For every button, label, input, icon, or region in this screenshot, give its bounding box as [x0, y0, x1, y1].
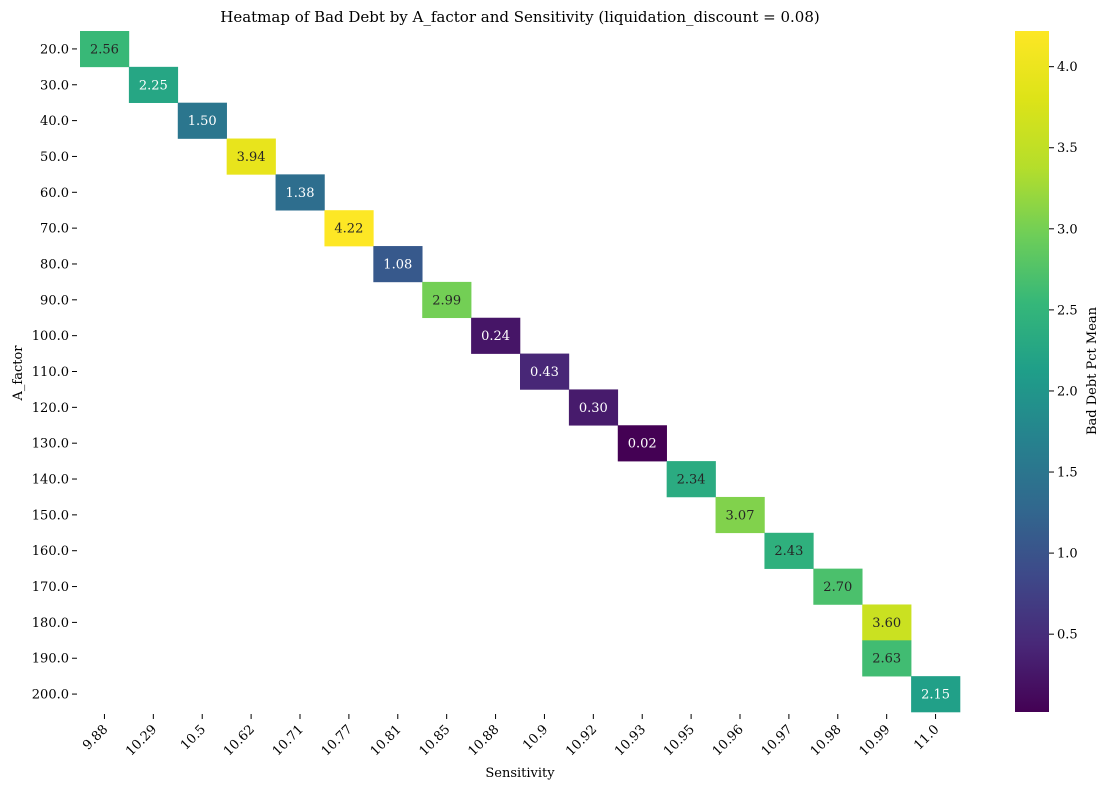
heatmap-cell [324, 210, 374, 247]
colorbar-tick-label: 1.5 [1057, 466, 1078, 481]
cell-value-label: 1.38 [286, 186, 315, 201]
heatmap-cell [715, 496, 765, 534]
cell-value-label: 0.24 [481, 329, 510, 344]
heatmap-cell [226, 138, 276, 175]
colorbar [1015, 31, 1049, 712]
x-tick-label: 11.0 [911, 722, 942, 753]
heatmap-cell [275, 174, 325, 211]
heatmap-cell [862, 640, 912, 677]
x-tick-label: 10.5 [178, 722, 209, 753]
heatmap-cell [813, 568, 863, 605]
colorbar-tick-label: 1.0 [1057, 547, 1078, 562]
y-tick-label: 20.0 [40, 42, 69, 57]
y-tick-label: 150.0 [32, 508, 69, 523]
heatmap-cell [471, 317, 521, 354]
heatmap-cell [80, 31, 130, 68]
y-tick-label: 90.0 [40, 293, 69, 308]
heatmap-cell [422, 281, 472, 319]
y-tick-label: 40.0 [40, 114, 69, 129]
x-tick-label: 10.62 [221, 722, 258, 759]
x-tick-label: 10.93 [612, 722, 649, 759]
cell-labels: 2.56 2.25 1.50 3.94 1.38 4.22 1.08 2.99 0.24 0.43… [90, 42, 950, 702]
x-tick-label: 10.88 [465, 722, 502, 759]
colorbar-tick-label: 4.0 [1057, 60, 1078, 75]
colorbar-tick-label: 2.5 [1057, 303, 1078, 318]
heatmap-cell [862, 604, 912, 641]
cell-value-label: 3.94 [237, 150, 266, 165]
x-axis-ticks: 9.88 10.29 10.5 10.62 10.71 10.77 10.81 10.85 10… [80, 714, 942, 759]
x-tick-label: 10.81 [368, 722, 405, 759]
colorbar-label: Bad Debt Pct Mean [1085, 306, 1100, 435]
cell-value-label: 2.99 [432, 293, 461, 308]
cell-value-label: 0.30 [579, 401, 608, 416]
heatmap-cell [666, 461, 716, 498]
x-tick-label: 9.88 [80, 722, 111, 753]
colorbar-tick-label: 2.0 [1057, 384, 1078, 399]
y-tick-label: 110.0 [32, 365, 69, 380]
cell-value-label: 2.70 [823, 580, 852, 595]
y-tick-label: 70.0 [40, 222, 69, 237]
x-tick-label: 10.85 [417, 722, 454, 759]
cell-value-label: 4.22 [334, 222, 363, 237]
x-axis-label: Sensitivity [485, 766, 555, 781]
x-tick-label: 10.99 [857, 722, 894, 759]
y-tick-label: 140.0 [32, 473, 69, 488]
x-tick-label: 10.29 [123, 722, 160, 759]
cell-value-label: 0.43 [530, 365, 559, 380]
y-tick-label: 100.0 [32, 329, 69, 344]
heatmap-cells [80, 31, 961, 713]
x-tick-label: 10.95 [661, 722, 698, 759]
cell-value-label: 2.15 [921, 688, 950, 703]
y-tick-label: 60.0 [40, 186, 69, 201]
colorbar-ticks: 0.5 1.0 1.5 2.0 2.5 3.0 3.5 4.0 [1049, 60, 1078, 643]
colorbar-tick-label: 0.5 [1057, 628, 1078, 643]
heatmap-cell [911, 676, 961, 713]
cell-value-label: 1.50 [188, 114, 217, 129]
x-tick-label: 10.71 [270, 722, 307, 759]
cell-value-label: 2.63 [872, 652, 901, 667]
y-tick-label: 180.0 [32, 616, 69, 631]
heatmap-cell [128, 66, 179, 103]
x-tick-label: 10.77 [319, 722, 356, 759]
heatmap-cell [373, 246, 423, 283]
chart-title: Heatmap of Bad Debt by A_factor and Sens… [220, 8, 819, 26]
y-tick-label: 130.0 [32, 437, 69, 452]
y-tick-label: 160.0 [32, 544, 69, 559]
y-axis-ticks: 20.0 30.0 40.0 50.0 60.0 70.0 80.0 90.0 100.0 110… [32, 42, 77, 703]
y-tick-label: 190.0 [32, 652, 69, 667]
heatmap-cell [617, 425, 667, 462]
cell-value-label: 2.34 [677, 473, 706, 488]
cell-value-label: 0.02 [628, 437, 657, 452]
x-tick-label: 10.96 [710, 722, 747, 759]
cell-value-label: 2.43 [774, 544, 803, 559]
y-tick-label: 200.0 [32, 688, 69, 703]
y-tick-label: 50.0 [40, 150, 69, 165]
y-tick-label: 80.0 [40, 257, 69, 272]
heatmap-cell [568, 389, 619, 426]
colorbar-tick-label: 3.0 [1057, 222, 1078, 237]
heatmap-cell [177, 102, 227, 139]
x-tick-label: 10.98 [808, 722, 845, 759]
x-tick-label: 10.97 [759, 722, 796, 759]
colorbar-tick-label: 3.5 [1057, 141, 1078, 156]
y-tick-label: 120.0 [32, 401, 69, 416]
cell-value-label: 3.60 [872, 616, 901, 631]
cell-value-label: 2.56 [90, 42, 119, 57]
cell-value-label: 2.25 [139, 78, 168, 93]
cell-value-label: 1.08 [383, 257, 412, 272]
x-tick-label: 10.92 [563, 722, 600, 759]
heatmap-cell [764, 532, 814, 569]
heatmap-cell [520, 353, 570, 390]
cell-value-label: 3.07 [726, 508, 755, 523]
x-tick-label: 10.9 [520, 722, 551, 753]
y-tick-label: 170.0 [32, 580, 69, 595]
y-axis-label: A_factor [11, 345, 26, 402]
y-tick-label: 30.0 [40, 78, 69, 93]
